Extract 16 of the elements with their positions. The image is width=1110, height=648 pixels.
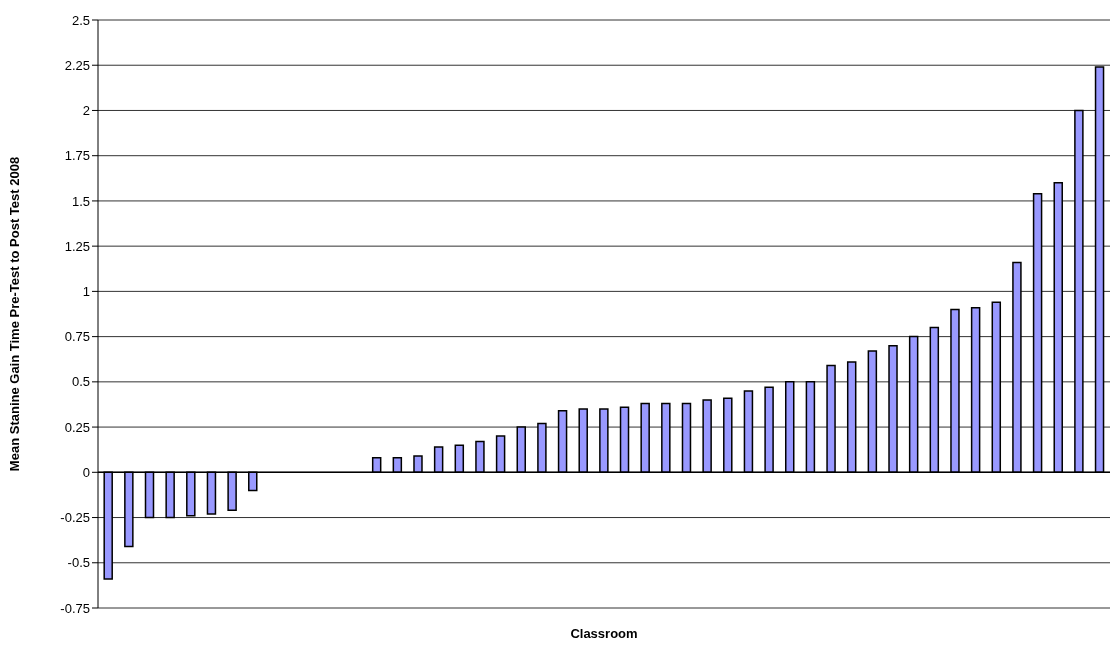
y-tick-label: -0.25 xyxy=(60,510,90,526)
y-tick-label: 1 xyxy=(82,284,90,299)
x-axis-title: Classroom xyxy=(570,626,638,641)
y-tick-label: 1.5 xyxy=(71,193,90,209)
y-tick-label: 0 xyxy=(82,464,90,480)
y-axis-title: Mean Stanine Gain Time Pre-Test to Post Test 2008 xyxy=(6,156,22,472)
y-tick-label: -0.75 xyxy=(60,600,90,616)
y-tick-label: 1.75 xyxy=(64,148,90,164)
y-tick-label: 0.25 xyxy=(64,419,90,435)
y-tick-label: 0.5 xyxy=(71,374,90,390)
y-tick-label: 2 xyxy=(82,103,90,119)
y-tick-label: 2.25 xyxy=(64,57,90,73)
y-tick-label: 2.5 xyxy=(71,12,90,28)
y-tick-label: 1.25 xyxy=(64,238,90,254)
y-tick-label: 0.75 xyxy=(64,329,90,345)
y-tick-label: -0.5 xyxy=(67,555,90,571)
